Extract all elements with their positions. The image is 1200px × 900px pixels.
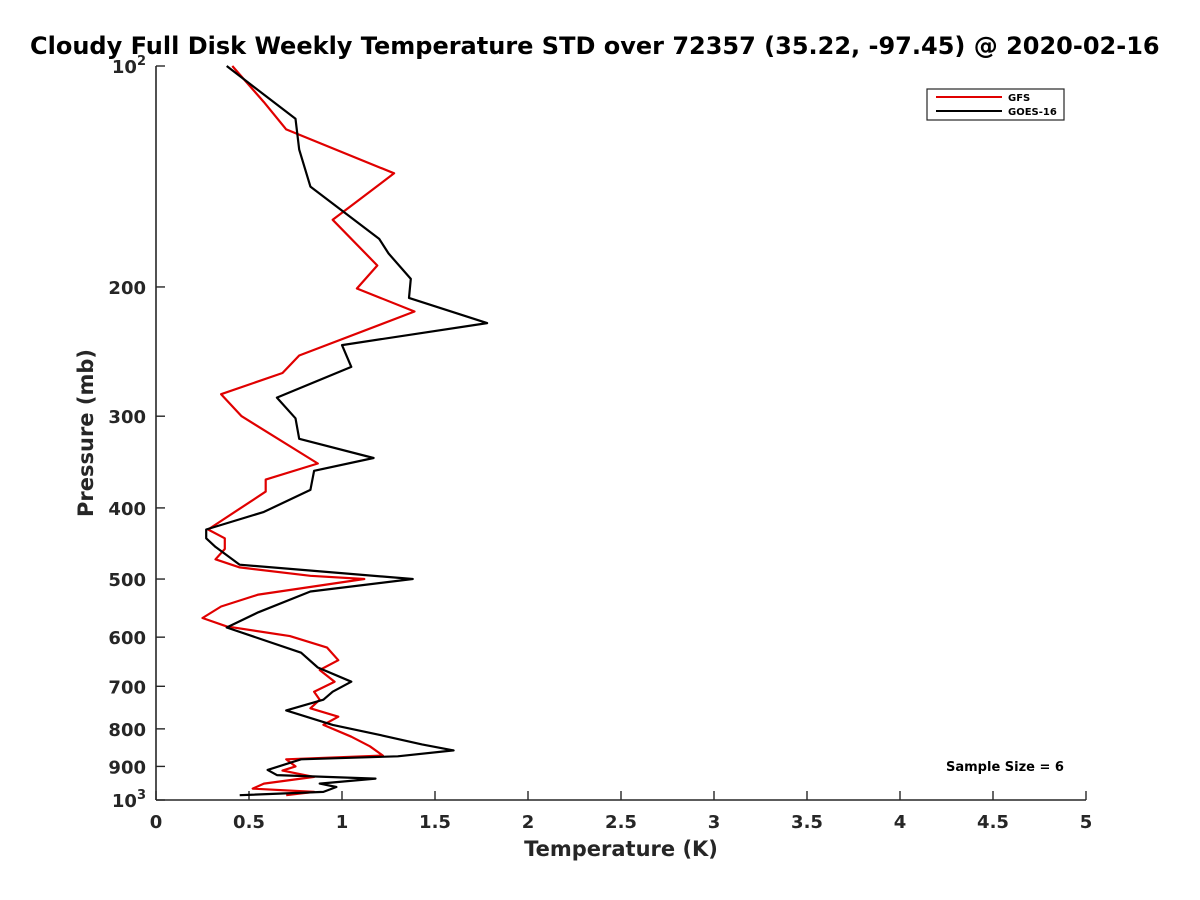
y-tick-label: 103 [112,788,146,812]
y-tick-label: 102 [112,54,146,78]
x-tick-label: 0 [150,812,163,833]
x-tick-label: 1.5 [419,812,451,833]
sample-size-annotation: Sample Size = 6 [946,760,1064,775]
y-tick-label: 200 [108,278,146,299]
y-tick-label: 700 [108,677,146,698]
x-tick-label: 0.5 [233,812,265,833]
chart-title: Cloudy Full Disk Weekly Temperature STD … [30,32,1160,60]
series-lines [201,65,489,797]
x-tick-label: 1 [336,812,349,833]
y-tick-label: 500 [108,570,146,591]
y-tick-label: 800 [108,720,146,741]
x-tick-label: 4.5 [977,812,1009,833]
x-tick-label: 3 [708,812,721,833]
x-tick-label: 3.5 [791,812,823,833]
legend: GFS GOES-16 [926,88,1065,121]
x-tick-label: 2 [522,812,535,833]
y-tick-label: 400 [108,499,146,520]
series-line-gfs [201,65,416,797]
legend-box [926,88,1065,121]
y-ticks: 102 200 300 400 500 600 700 800 900 103 [108,54,165,812]
series-line-goes16 [205,65,489,797]
x-ticks: 0 0.5 1 1.5 2 2.5 3 3.5 4 4.5 5 [150,791,1093,833]
y-tick-label: 600 [108,628,146,649]
legend-label-gfs: GFS [1008,93,1030,104]
y-tick-label: 300 [108,407,146,428]
plot-area: 0 0.5 1 1.5 2 2.5 3 3.5 4 4.5 5 102 200 300 400 500 600… [108,54,1092,833]
y-axis-label: Pressure (mb) [74,349,98,517]
x-axis-label: Temperature (K) [524,837,718,861]
y-tick-label: 900 [108,757,146,778]
x-tick-label: 2.5 [605,812,637,833]
legend-label-goes16: GOES-16 [1008,107,1057,118]
x-tick-label: 5 [1080,812,1093,833]
x-tick-label: 4 [894,812,907,833]
